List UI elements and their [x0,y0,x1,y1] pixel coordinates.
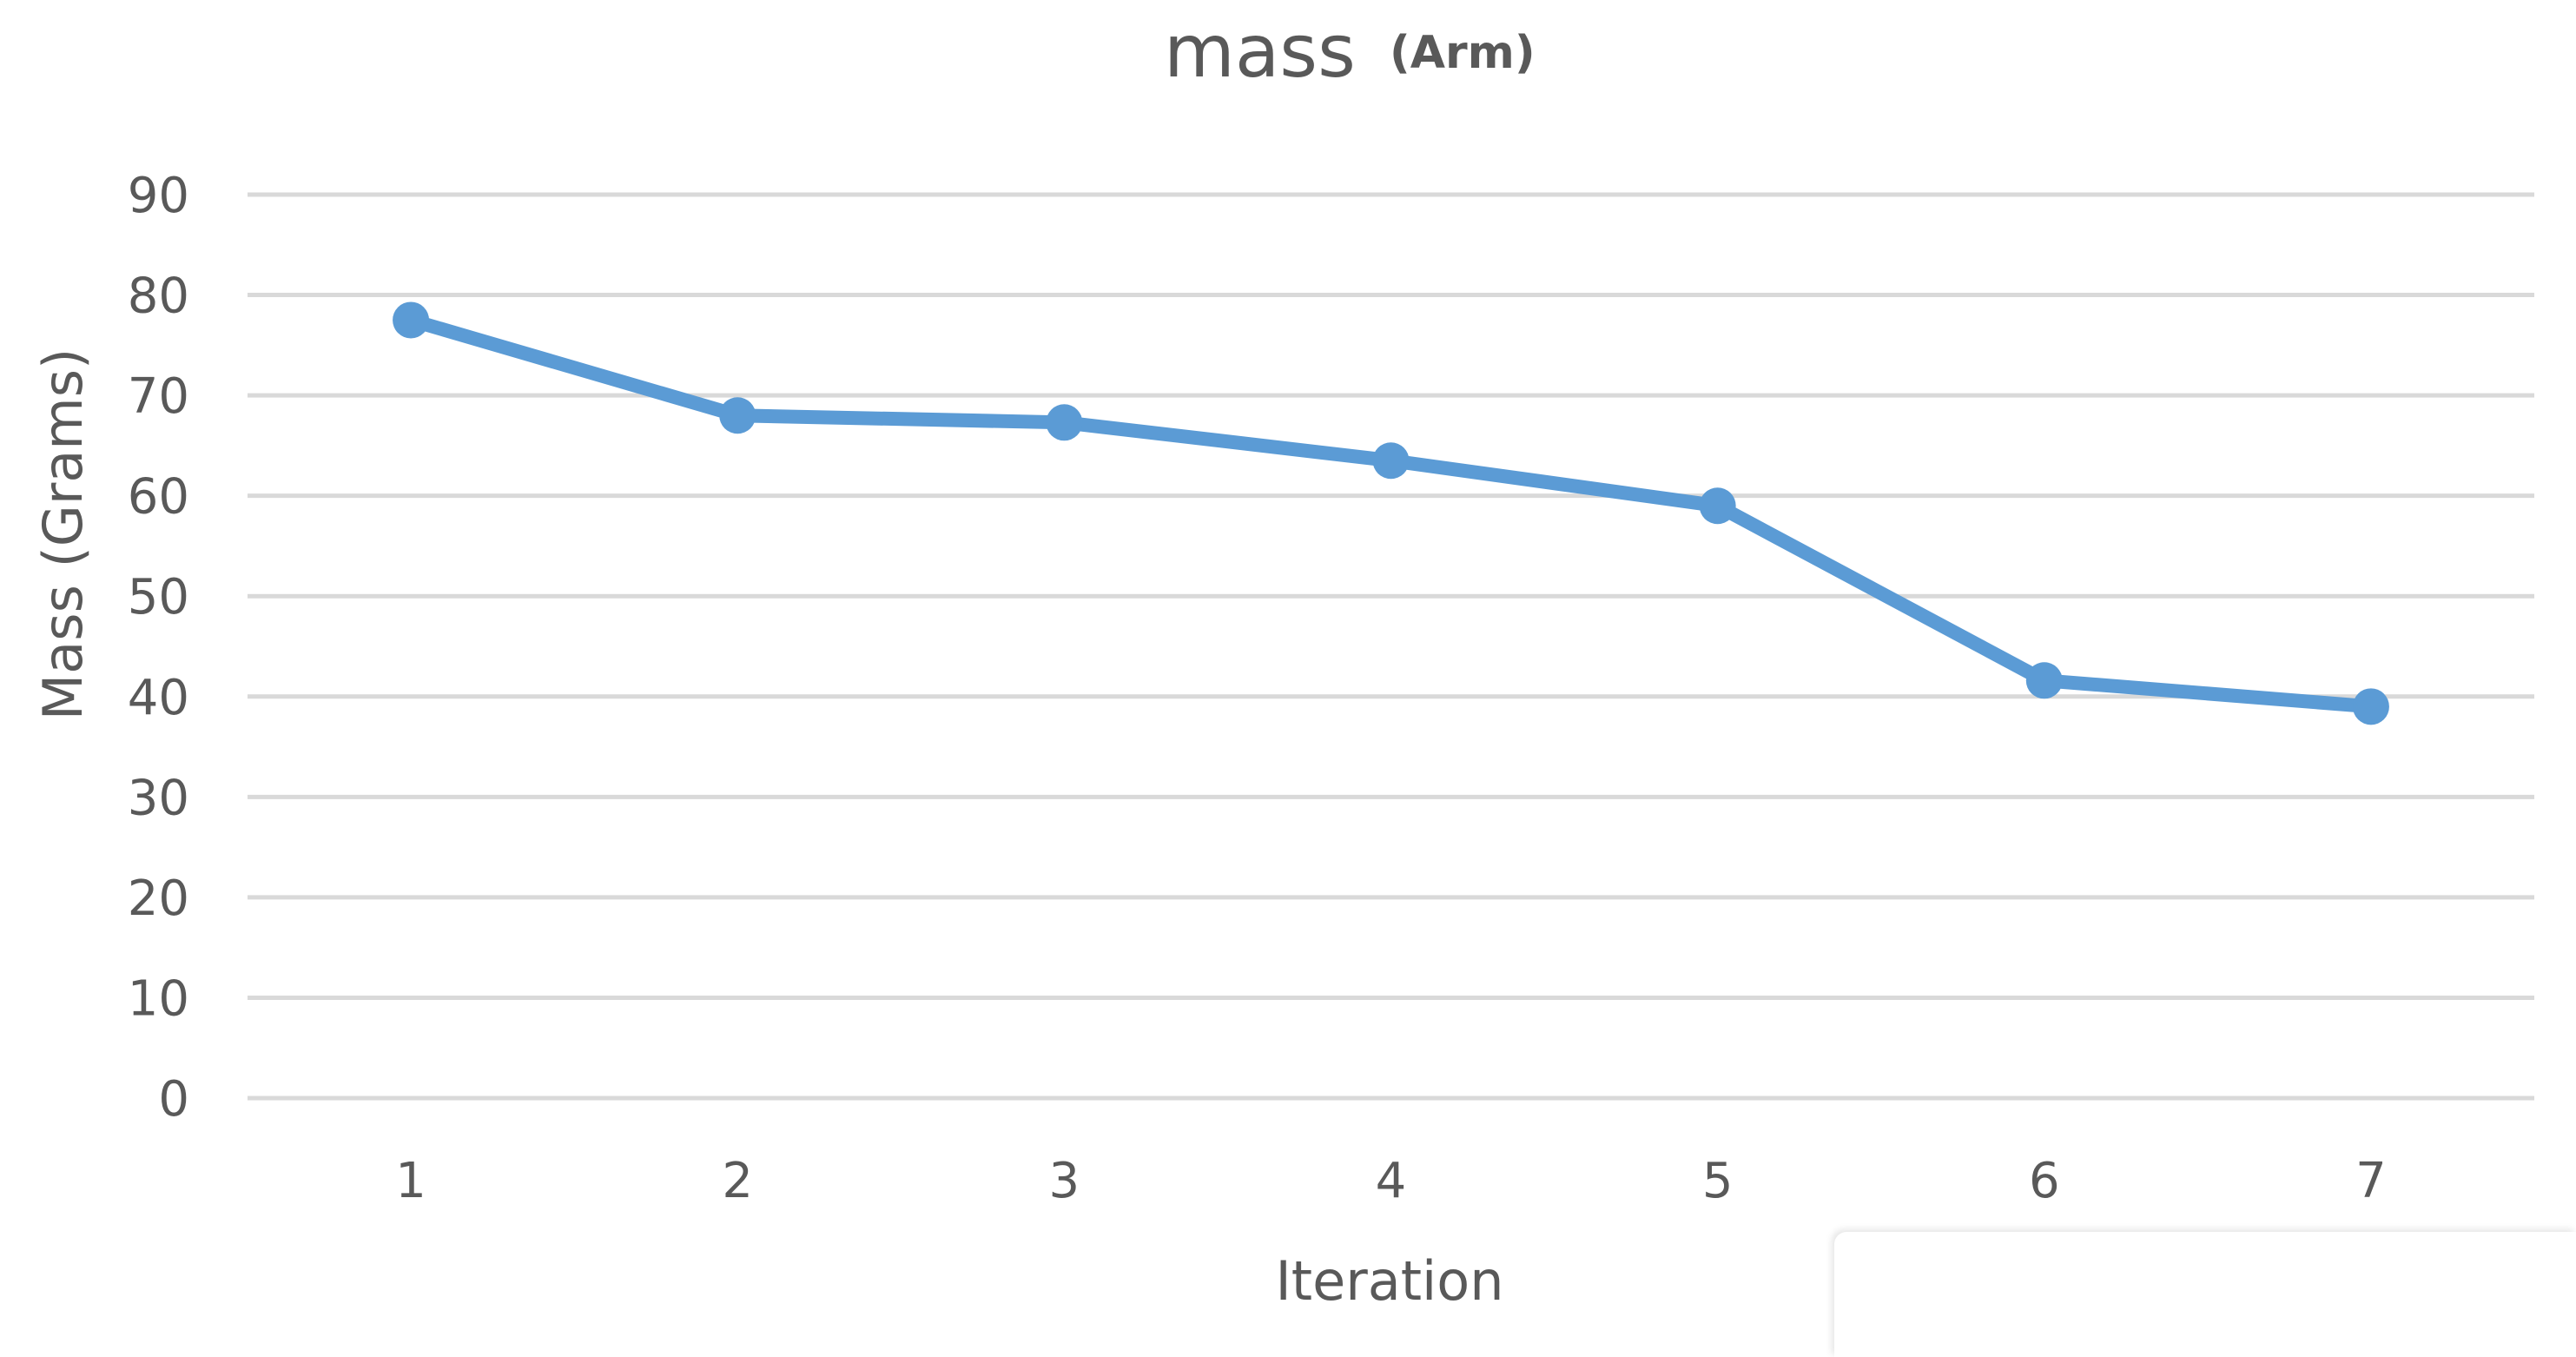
y-tick-label: 0 [158,1071,189,1128]
chart-title-suffix: (Arm) [1390,27,1536,79]
corner-panel [1834,1232,2576,1357]
y-tick-label: 30 [128,770,189,826]
y-tick-label: 70 [128,368,189,425]
x-tick-label: 4 [1376,1153,1407,1209]
x-tick-label: 6 [2029,1153,2060,1209]
data-point [393,301,430,339]
y-tick-label: 80 [128,268,189,325]
x-tick-label: 2 [722,1153,753,1209]
x-axis-ticks: 1 2 3 4 5 6 7 [395,1153,2386,1209]
series-layer [393,301,2389,725]
data-point [1046,404,1083,441]
x-tick-label: 1 [395,1153,426,1209]
data-point [1372,442,1410,480]
chart-title: mass [1164,9,1356,94]
y-tick-label: 50 [128,569,189,626]
x-tick-label: 7 [2355,1153,2387,1209]
y-tick-label: 60 [128,469,189,526]
y-axis-label: Mass (Grams) [31,348,95,720]
data-point [2352,688,2389,725]
x-axis-label: Iteration [1276,1249,1504,1313]
gridlines [248,192,2534,1101]
y-tick-label: 20 [128,870,189,927]
x-tick-label: 5 [1702,1153,1734,1209]
series-line [404,313,2378,714]
y-tick-label: 40 [128,670,189,726]
y-axis-ticks: 0 10 20 30 40 50 60 70 80 90 [128,168,189,1128]
data-point [719,397,756,434]
y-tick-label: 90 [128,168,189,224]
x-tick-label: 3 [1049,1153,1080,1209]
data-point [2025,662,2063,699]
data-point [1699,487,1736,525]
y-tick-label: 10 [128,970,189,1027]
